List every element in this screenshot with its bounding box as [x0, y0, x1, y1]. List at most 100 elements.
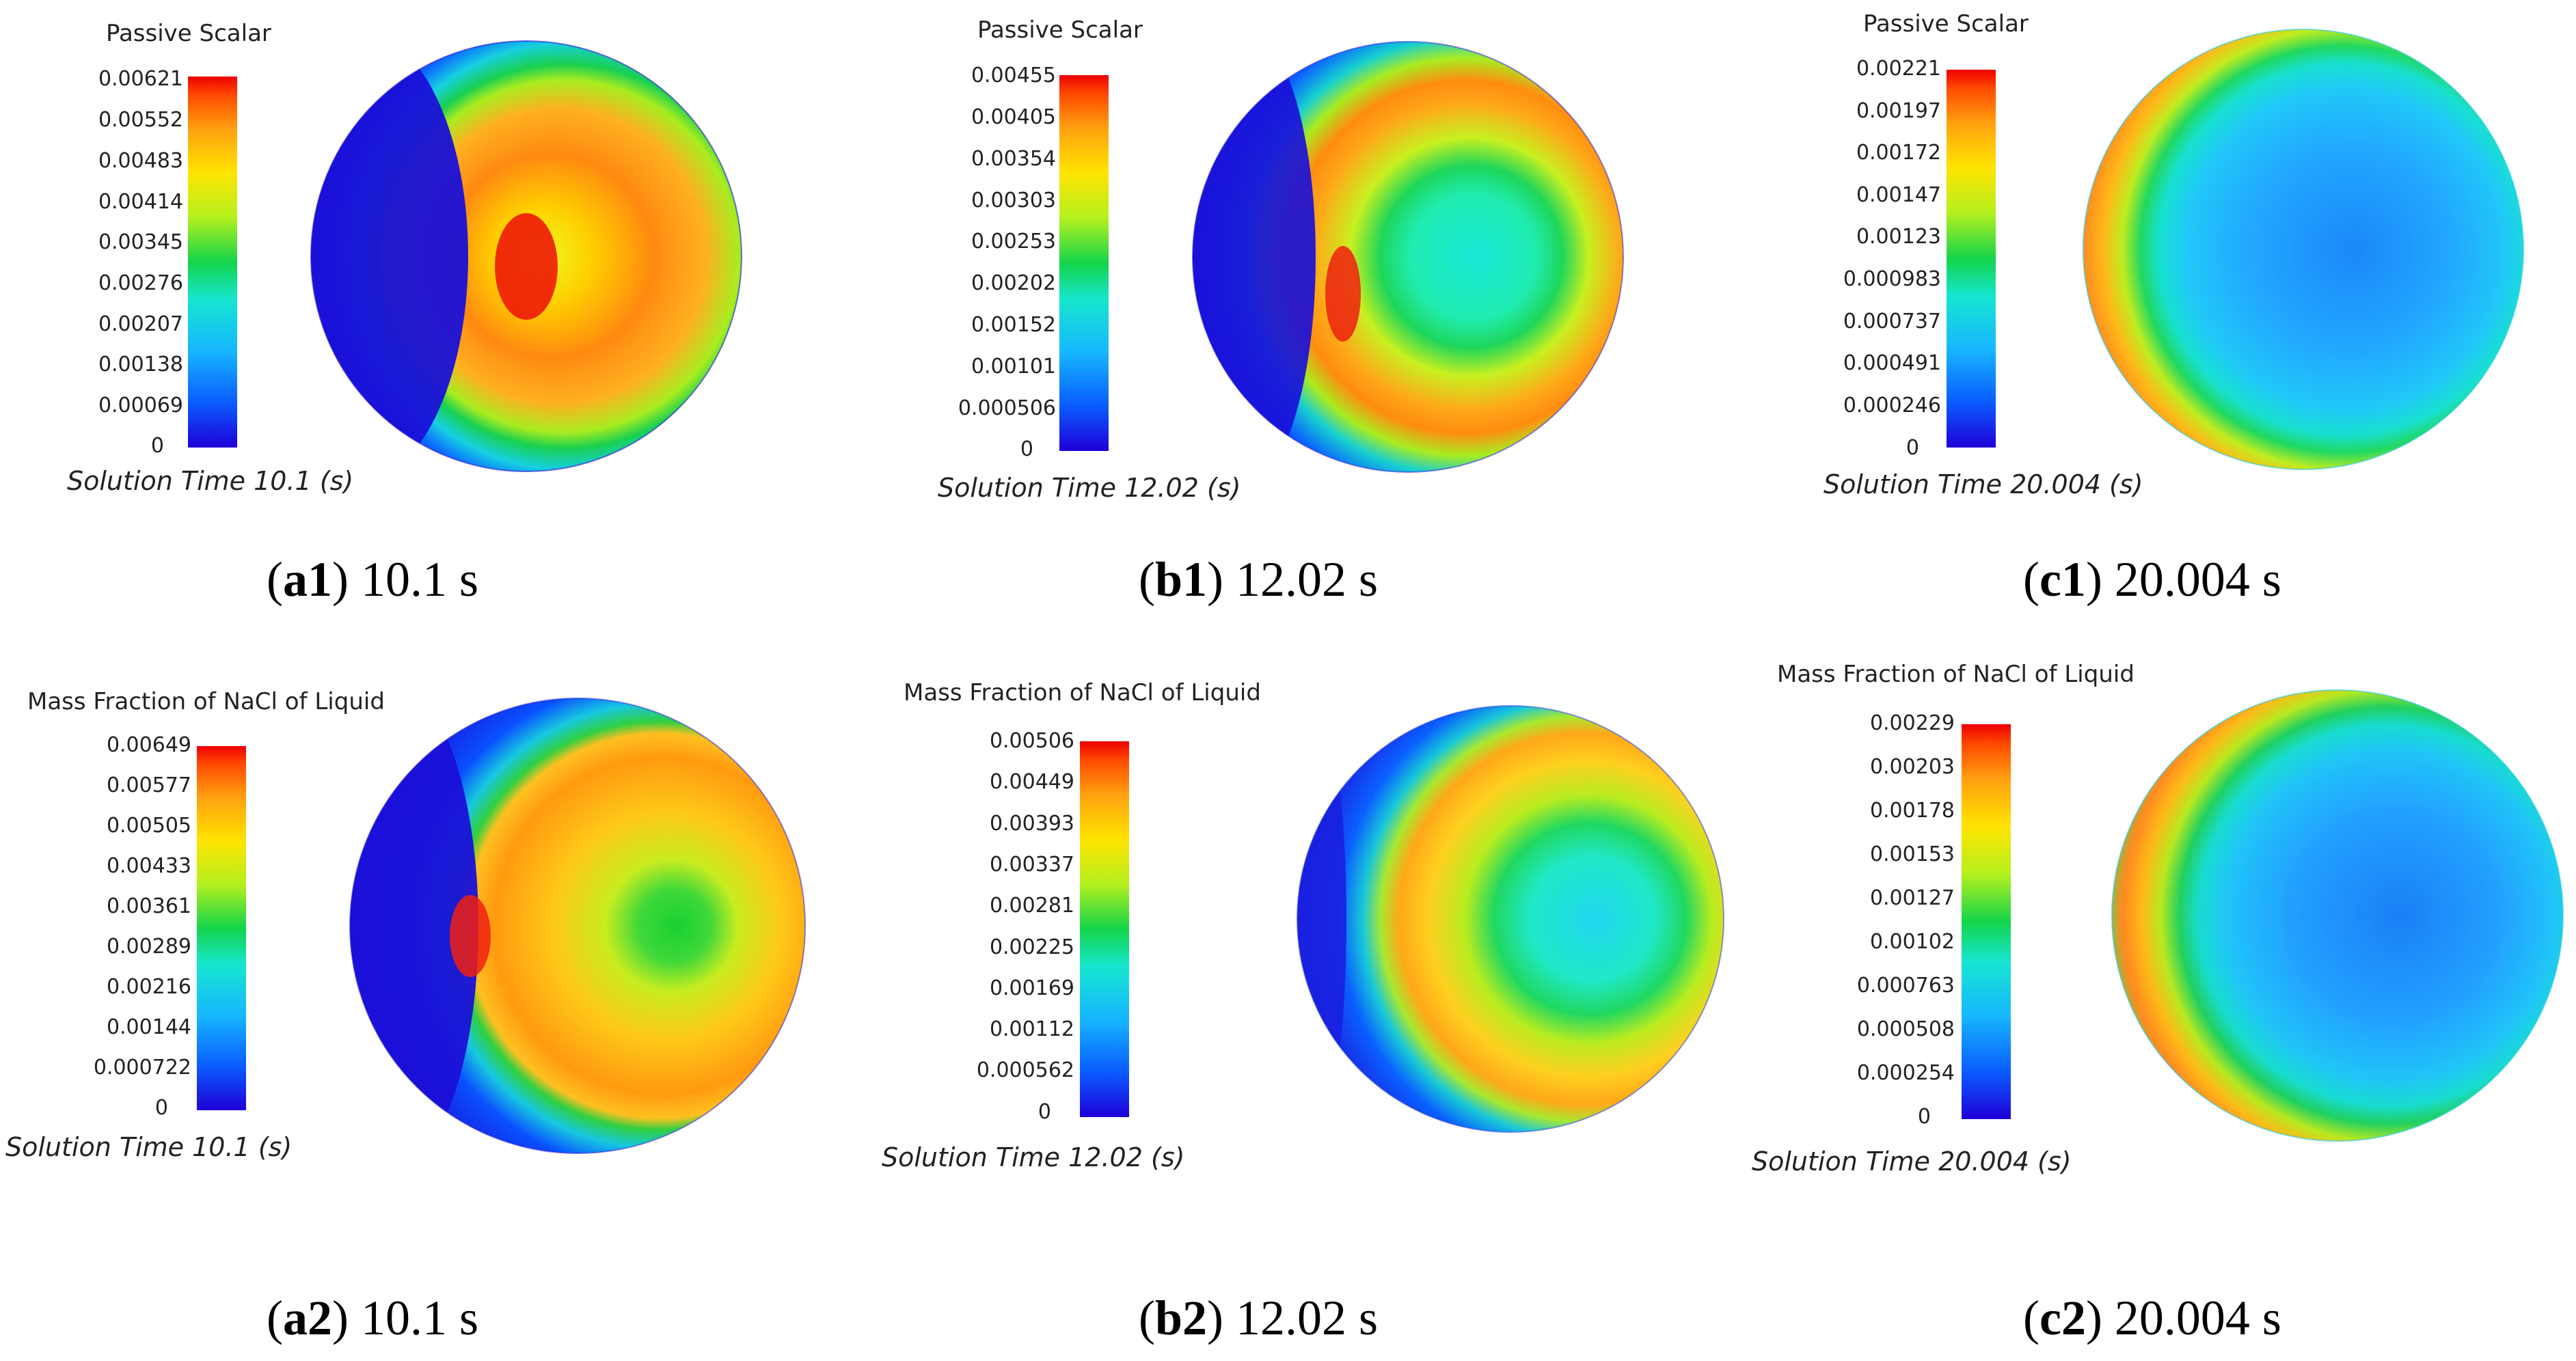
caption-text: ) 10.1 s [332, 1291, 478, 1345]
contour-disk [350, 698, 805, 1153]
tick-label: 0.00405 [971, 105, 1056, 129]
tick-label: 0.00281 [990, 894, 1074, 918]
tick-label: 0.000254 [1857, 1061, 1955, 1085]
tick-label: 0.00102 [1870, 930, 1955, 954]
caption-a2: (a2) 10.1 s [267, 1291, 478, 1345]
tick-label: 0.00354 [971, 147, 1056, 171]
tick-label: 0.00225 [990, 935, 1074, 959]
colorbar-ticks: 0.00229 0.00203 0.00178 0.00153 0.00127 … [1857, 711, 1955, 1129]
colorbar-ticks: 0.00621 0.00552 0.00483 0.00414 0.00345 … [98, 67, 183, 458]
solution-time-label: Solution Time 10.1 (s) [67, 466, 353, 496]
caption-letter: b2 [1155, 1291, 1207, 1345]
colorbar [1059, 75, 1109, 451]
svg-text:(b2) 12.02 s: (b2) 12.02 s [1139, 1291, 1378, 1345]
tick-label: 0 [151, 434, 164, 458]
tick-label: 0.00069 [98, 394, 183, 417]
svg-text:(c2) 20.004 s: (c2) 20.004 s [2023, 1291, 2281, 1345]
tick-label: 0 [1038, 1100, 1051, 1124]
tick-label: 0.000562 [977, 1058, 1074, 1082]
caption-text: ) 12.02 s [1207, 552, 1378, 607]
caption-text: ) 20.004 s [2086, 552, 2281, 607]
tick-label: 0.00345 [98, 230, 183, 254]
tick-label: 0.00152 [971, 313, 1056, 337]
tick-label: 0.00577 [107, 773, 191, 797]
tick-label: 0 [1906, 436, 1919, 460]
caption-letter: a2 [283, 1291, 332, 1345]
svg-text:(b1) 12.02 s: (b1) 12.02 s [1139, 552, 1378, 607]
tick-label: 0.00147 [1856, 183, 1941, 207]
colorbar-ticks: 0.00506 0.00449 0.00393 0.00337 0.00281 … [977, 729, 1074, 1124]
tick-label: 0 [155, 1096, 168, 1120]
colorbar [188, 77, 237, 448]
contour-disk [2112, 690, 2563, 1141]
legend-title: Mass Fraction of NaCl of Liquid [904, 679, 1261, 706]
tick-label: 0.00289 [107, 935, 191, 959]
tick-label: 0.00101 [971, 355, 1056, 379]
tick-label: 0.00455 [971, 64, 1056, 87]
caption-c1: (c1) 20.004 s [2023, 552, 2281, 607]
tick-label: 0.000737 [1843, 310, 1941, 333]
tick-label: 0.00216 [107, 975, 191, 999]
contour-disk [2083, 29, 2523, 469]
tick-label: 0.00303 [971, 189, 1056, 212]
panel-a1: Passive Scalar 0.00621 0.00552 0.00483 0… [67, 20, 742, 496]
panel-c2: Mass Fraction of NaCl of Liquid 0.00229 … [1752, 661, 2564, 1177]
tick-label: 0.00169 [990, 976, 1074, 1000]
tick-label: 0.00207 [98, 312, 183, 336]
colorbar-ticks: 0.00455 0.00405 0.00354 0.00303 0.00253 … [958, 64, 1056, 461]
tick-label: 0.00506 [990, 729, 1074, 753]
tick-label: 0.000722 [94, 1056, 191, 1080]
caption-c2: (c2) 20.004 s [2023, 1291, 2281, 1345]
tick-label: 0.000763 [1857, 974, 1955, 998]
tick-label: 0.000983 [1843, 267, 1941, 291]
caption-b2: (b2) 12.02 s [1139, 1291, 1378, 1345]
solution-time-label: Solution Time 10.1 (s) [5, 1132, 292, 1162]
tick-label: 0.00552 [98, 108, 183, 132]
caption-text: ) 10.1 s [332, 552, 478, 607]
tick-label: 0.00197 [1856, 99, 1941, 123]
svg-text:(c1) 20.004 s: (c1) 20.004 s [2023, 552, 2281, 607]
caption-text: ) 20.004 s [2086, 1291, 2281, 1345]
legend-title: Mass Fraction of NaCl of Liquid [1777, 661, 2134, 688]
contour-disk [1297, 706, 1724, 1132]
tick-label: 0.000506 [958, 396, 1056, 420]
tick-label: 0.00414 [98, 190, 183, 214]
panel-c1: Passive Scalar 0.00221 0.00197 0.00172 0… [1823, 10, 2524, 499]
contour-disk [1193, 42, 1623, 472]
panel-b2: Mass Fraction of NaCl of Liquid 0.00506 … [882, 679, 1724, 1172]
tick-label: 0.00127 [1870, 886, 1955, 910]
panel-b1: Passive Scalar 0.00455 0.00405 0.00354 0… [938, 16, 1624, 503]
colorbar-ticks: 0.00649 0.00577 0.00505 0.00433 0.00361 … [94, 733, 191, 1120]
tick-label: 0 [1020, 437, 1033, 461]
tick-label: 0.00112 [990, 1017, 1074, 1041]
tick-label: 0.00144 [107, 1015, 191, 1039]
caption-letter: c2 [2039, 1291, 2086, 1345]
panel-a2: Mass Fraction of NaCl of Liquid 0.00649 … [5, 688, 806, 1162]
solution-time-label: Solution Time 20.004 (s) [1752, 1146, 2072, 1177]
legend-title: Passive Scalar [106, 20, 271, 47]
tick-label: 0.000508 [1857, 1017, 1955, 1041]
solution-time-label: Solution Time 12.02 (s) [938, 473, 1240, 503]
tick-label: 0.00276 [98, 271, 183, 295]
tick-label: 0.00505 [107, 814, 191, 838]
caption-text: ) 12.02 s [1207, 1291, 1378, 1345]
tick-label: 0.00649 [107, 733, 191, 757]
legend-title: Passive Scalar [977, 16, 1143, 44]
svg-text:(a2) 10.1 s: (a2) 10.1 s [267, 1291, 478, 1345]
tick-label: 0.00202 [971, 271, 1056, 295]
tick-label: 0.00221 [1856, 57, 1941, 81]
tick-label: 0.00393 [990, 812, 1074, 836]
caption-b1: (b1) 12.02 s [1139, 552, 1378, 607]
colorbar [1962, 724, 2011, 1119]
tick-label: 0.00621 [98, 67, 183, 91]
tick-label: 0.00253 [971, 230, 1056, 253]
tick-label: 0 [1918, 1105, 1931, 1129]
tick-label: 0.00178 [1870, 799, 1955, 823]
caption-letter: b1 [1155, 552, 1207, 607]
tick-label: 0.00337 [990, 853, 1074, 877]
tick-label: 0.000246 [1843, 394, 1941, 417]
tick-label: 0.00153 [1870, 842, 1955, 866]
contour-disk [311, 41, 742, 471]
legend-title: Mass Fraction of NaCl of Liquid [27, 688, 385, 715]
